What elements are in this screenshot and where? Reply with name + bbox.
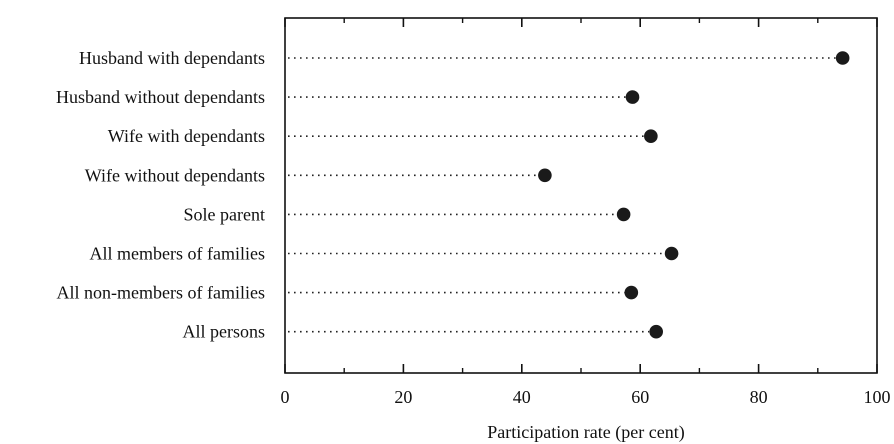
data-point bbox=[538, 168, 552, 183]
data-point bbox=[624, 285, 639, 300]
x-tick-label: 80 bbox=[750, 387, 768, 407]
category-labels: Husband with dependants Husband without d… bbox=[56, 48, 265, 342]
category-label: Wife with dependants bbox=[108, 126, 265, 146]
category-label: All members of families bbox=[90, 244, 265, 264]
category-label: Husband with dependants bbox=[79, 48, 265, 68]
data-point bbox=[664, 246, 679, 261]
data-point bbox=[835, 51, 850, 65]
x-tick-label: 60 bbox=[631, 387, 649, 407]
leader-lines bbox=[288, 57, 836, 333]
category-label: Wife without dependants bbox=[85, 165, 265, 185]
data-point bbox=[644, 129, 658, 143]
x-tick-label: 0 bbox=[281, 387, 290, 407]
x-axis-label: Participation rate (per cent) bbox=[487, 422, 684, 443]
category-label: Husband without dependants bbox=[56, 87, 265, 107]
x-tick-label: 20 bbox=[394, 387, 412, 407]
x-tick-label: 40 bbox=[513, 387, 531, 407]
data-point bbox=[616, 207, 631, 222]
x-tick-label: 100 bbox=[864, 387, 891, 407]
data-point bbox=[649, 324, 663, 339]
plot-frame bbox=[284, 17, 878, 374]
data-point bbox=[625, 90, 640, 104]
x-tick-labels: 0 20 40 60 80 100 bbox=[281, 387, 891, 407]
axis-ticks bbox=[284, 18, 878, 373]
data-points bbox=[538, 51, 850, 339]
category-label: All non-members of families bbox=[57, 283, 265, 303]
category-label: All persons bbox=[183, 322, 266, 342]
category-label: Sole parent bbox=[184, 204, 265, 224]
